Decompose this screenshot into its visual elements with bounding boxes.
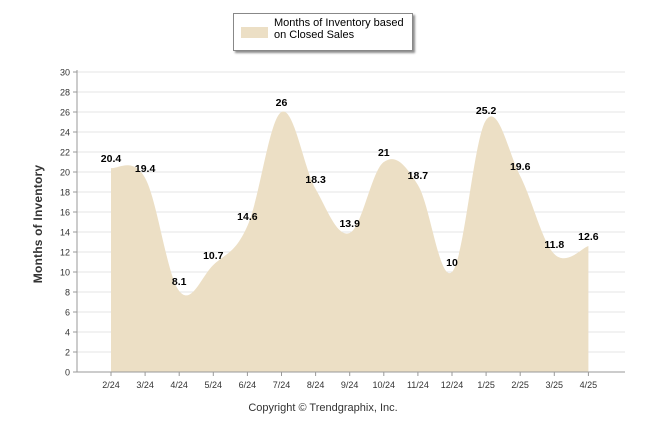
series-area <box>111 111 589 372</box>
data-label: 20.4 <box>101 153 122 165</box>
y-tick-label: 24 <box>60 128 70 138</box>
data-label: 11.8 <box>544 239 564 251</box>
copyright-text: Copyright © Trendgraphix, Inc. <box>248 402 398 414</box>
x-tick-label: 2/24 <box>102 380 120 390</box>
y-tick-label: 28 <box>60 88 70 98</box>
data-label: 14.6 <box>237 211 258 223</box>
x-tick-label: 6/24 <box>239 380 257 390</box>
x-tick-label: 2/25 <box>511 380 529 390</box>
data-label: 21 <box>378 147 390 159</box>
data-labels: 20.4 19.4 8.1 10.7 14.6 26 18.3 13.9 21 18.7 10 25.… <box>101 97 599 288</box>
x-tick-label: 11/24 <box>407 380 429 390</box>
y-tick-label: 6 <box>65 308 70 318</box>
x-tick-label: 12/24 <box>441 380 464 390</box>
y-tick-label: 26 <box>60 108 70 118</box>
data-label: 10.7 <box>203 250 224 262</box>
y-tick-label: 30 <box>60 68 70 78</box>
x-tick-label: 7/24 <box>273 380 291 390</box>
axes <box>76 70 625 373</box>
legend: Months of Inventory based on Closed Sale… <box>233 13 413 51</box>
y-tick-label: 16 <box>60 208 70 218</box>
data-label: 8.1 <box>172 276 187 288</box>
data-label: 12.6 <box>578 231 599 243</box>
y-tick-label: 14 <box>60 228 70 238</box>
data-label: 13.9 <box>339 218 360 230</box>
data-label: 18.3 <box>305 174 326 186</box>
data-label: 18.7 <box>408 170 429 182</box>
x-tick-label: 10/24 <box>373 380 396 390</box>
data-label: 19.4 <box>135 163 156 175</box>
x-tick-label: 1/25 <box>477 380 495 390</box>
x-tick-label: 5/24 <box>205 380 223 390</box>
y-tick-label: 2 <box>65 348 70 358</box>
y-tick-label: 0 <box>65 368 70 378</box>
y-tick-label: 18 <box>60 188 70 198</box>
y-tick-label: 12 <box>60 248 70 258</box>
legend-swatch <box>241 27 268 38</box>
y-tick-label: 4 <box>65 328 70 338</box>
data-label: 26 <box>276 97 288 109</box>
y-axis-label: Months of Inventory <box>31 164 45 284</box>
x-tick-labels: 2/24 3/24 4/24 5/24 6/24 7/24 8/24 9/24 10/24 11/… <box>102 372 597 390</box>
x-tick-label: 9/24 <box>341 380 359 390</box>
data-label: 19.6 <box>510 161 531 173</box>
x-tick-label: 3/25 <box>546 380 564 390</box>
legend-label: Months of Inventory based on Closed Sale… <box>274 17 404 41</box>
data-label: 10 <box>446 257 458 269</box>
y-tick-label: 22 <box>60 148 70 158</box>
x-tick-label: 8/24 <box>307 380 325 390</box>
x-tick-label: 3/24 <box>136 380 154 390</box>
data-label: 25.2 <box>476 105 497 117</box>
y-tick-label: 10 <box>60 268 70 278</box>
y-tick-label: 20 <box>60 168 70 178</box>
x-tick-label: 4/25 <box>580 380 598 390</box>
y-tick-label: 8 <box>65 288 70 298</box>
x-tick-label: 4/24 <box>170 380 188 390</box>
